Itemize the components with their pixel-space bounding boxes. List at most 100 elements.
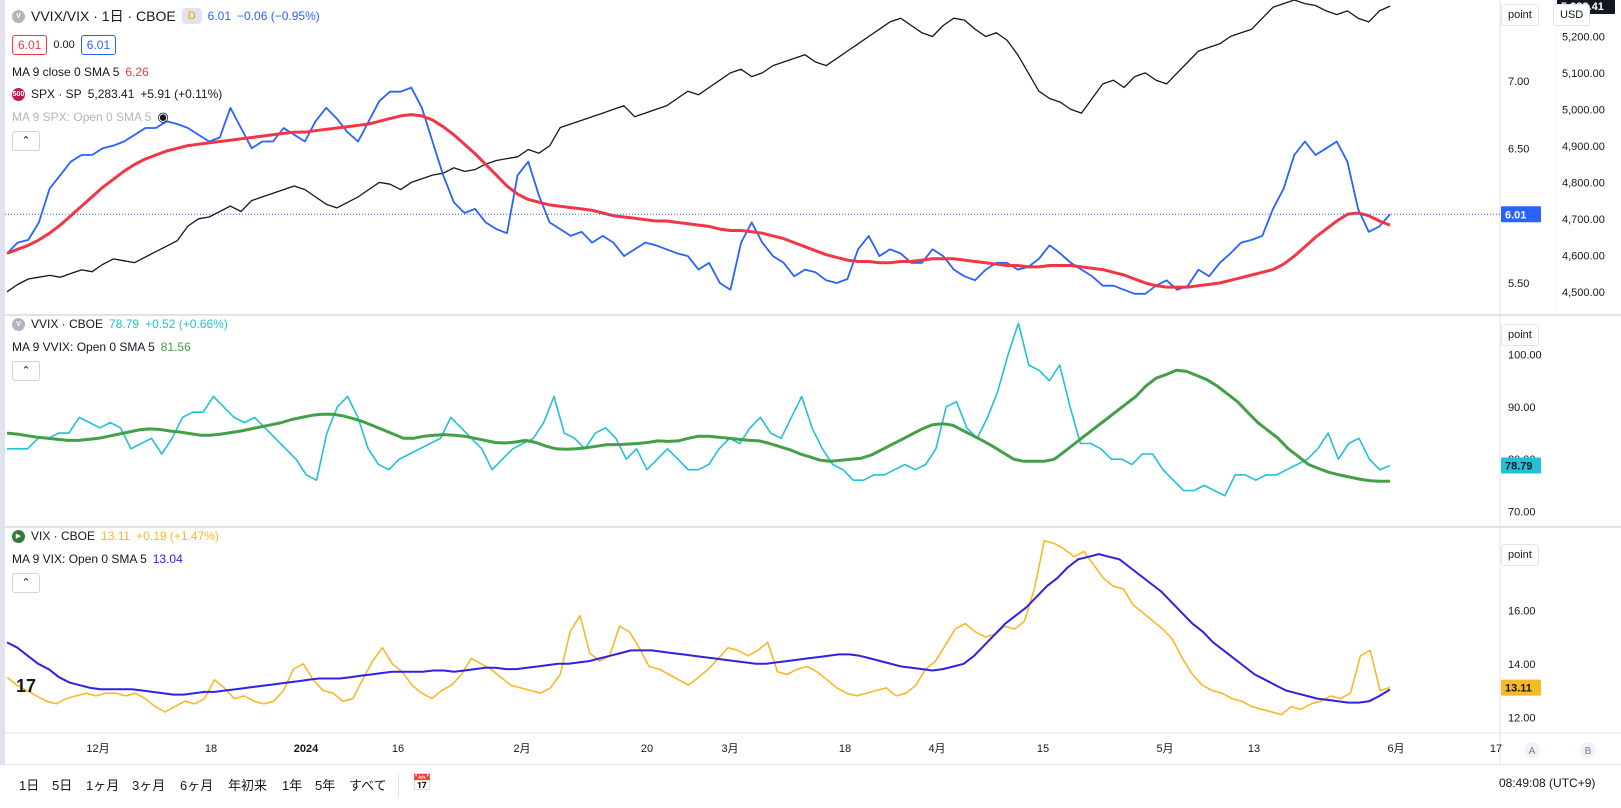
ask-box[interactable]: 6.01 bbox=[80, 35, 117, 55]
period-ytd[interactable]: 年初来 bbox=[228, 778, 268, 793]
period-1y[interactable]: 1年 bbox=[282, 778, 303, 793]
vix-line bbox=[6, 539, 1391, 716]
x-axis-label: 2024 bbox=[294, 743, 319, 755]
spx-tick-label: 4,700.00 bbox=[1562, 214, 1605, 226]
ma-label: MA 9 close 0 SMA 5 bbox=[12, 65, 120, 79]
vvix-logo-icon: V bbox=[12, 317, 25, 331]
ratio-ma-line bbox=[6, 113, 1391, 289]
vix-ma-line bbox=[6, 553, 1391, 704]
pane2-ma-legend[interactable]: MA 9 VVIX: Open 0 SMA 5 81.56 bbox=[12, 339, 191, 355]
spx-change: +5.91 (+0.11%) bbox=[140, 87, 223, 101]
vix-ma-label: MA 9 VIX: Open 0 SMA 5 bbox=[12, 552, 147, 566]
vvix-price-tag: 78.79 bbox=[1501, 457, 1541, 474]
hidden-eye-icon[interactable]: ◉ bbox=[157, 109, 169, 124]
pane3-tick-label: 16.00 bbox=[1508, 605, 1536, 617]
x-axis-label: 15 bbox=[1037, 743, 1049, 755]
vvix-ma-line bbox=[6, 368, 1390, 483]
x-axis-label: 2月 bbox=[513, 743, 530, 755]
vvix-ma-label: MA 9 VVIX: Open 0 SMA 5 bbox=[12, 340, 155, 354]
pane2-header: V VVIX · CBOE 78.79 +0.52 (+0.66%) bbox=[12, 316, 228, 332]
left-edge bbox=[0, 0, 5, 764]
pane1-scale-button[interactable]: point bbox=[1501, 4, 1539, 26]
axis-A-label: A bbox=[1529, 746, 1536, 757]
spx-tick-label: 4,600.00 bbox=[1562, 250, 1605, 262]
spx-logo-icon: 500 bbox=[12, 87, 25, 101]
spx-tick-label: 4,800.00 bbox=[1562, 177, 1605, 189]
spx-line bbox=[6, 0, 1391, 293]
pane1-quote: 6.01 0.00 6.01 bbox=[12, 35, 117, 55]
ratio-price-tag: 6.01 bbox=[1501, 206, 1541, 223]
x-axis-label: 12月 bbox=[86, 743, 109, 755]
pane3-scale-button[interactable]: point bbox=[1501, 544, 1539, 566]
x-axis-label: 5月 bbox=[1156, 743, 1173, 755]
spx-legend[interactable]: 500 SPX · SP 5,283.41 +5.91 (+0.11%) bbox=[12, 86, 222, 102]
pane2-scale-button[interactable]: point bbox=[1501, 324, 1539, 346]
spread-value: 0.00 bbox=[53, 39, 75, 51]
x-axis-label: 20 bbox=[641, 743, 653, 755]
pane2-tick-label: 100.00 bbox=[1508, 350, 1542, 362]
spx-tick-label: 5,100.00 bbox=[1562, 68, 1605, 80]
pane1-ma-legend[interactable]: MA 9 close 0 SMA 5 6.26 bbox=[12, 64, 149, 80]
collapse-pane3-legend-button[interactable]: ⌃ bbox=[12, 573, 40, 593]
pane2-symbol[interactable]: VVIX · CBOE bbox=[31, 317, 104, 331]
vvix-line bbox=[7, 322, 1391, 497]
pane3-tick-label: 14.00 bbox=[1508, 659, 1536, 671]
collapse-pane2-legend-button[interactable]: ⌃ bbox=[12, 361, 40, 381]
period-3m[interactable]: 3ヶ月 bbox=[132, 778, 166, 793]
currency-button[interactable]: USD bbox=[1553, 4, 1591, 26]
period-6m[interactable]: 6ヶ月 bbox=[180, 778, 214, 793]
calendar-range-icon[interactable]: 📅 bbox=[412, 775, 432, 792]
x-axis-label: 17 bbox=[1490, 743, 1502, 755]
bid-box[interactable]: 6.01 bbox=[12, 35, 48, 55]
spx-tick-label: 5,200.00 bbox=[1562, 31, 1605, 43]
spx-tick-label: 4,900.00 bbox=[1562, 141, 1605, 153]
spx-ma-legend[interactable]: MA 9 SPX: Open 0 SMA 5 ◉ bbox=[12, 109, 169, 125]
vix-ma-value: 13.04 bbox=[152, 552, 183, 566]
spx-tick-label: 5,000.00 bbox=[1562, 104, 1605, 116]
vix-price-tag: 13.11 bbox=[1501, 679, 1541, 696]
clock-time[interactable]: 08:49:08 (UTC+9) bbox=[1499, 776, 1596, 790]
market-status-badge[interactable]: D bbox=[181, 8, 202, 24]
bottom-toolbar: 1日 5日 1ヶ月 3ヶ月 6ヶ月 年初来 1年 5年 すべて 📅 08:49:… bbox=[0, 764, 1621, 808]
svg-text:13.11: 13.11 bbox=[1505, 683, 1532, 695]
pane1-change: −0.06 (−0.95%) bbox=[237, 9, 320, 23]
axis-B-label: B bbox=[1585, 746, 1592, 757]
collapse-legend-button[interactable]: ⌃ bbox=[12, 131, 40, 151]
pane1-tick-label: 5.50 bbox=[1508, 278, 1529, 290]
spx-value: 5,283.41 bbox=[87, 87, 135, 101]
x-axis-label: 18 bbox=[205, 743, 217, 755]
pane2-last: 78.79 bbox=[109, 317, 140, 331]
tradingview-logo[interactable]: 17 bbox=[16, 676, 37, 696]
spx-ma-label: MA 9 SPX: Open 0 SMA 5 bbox=[12, 110, 152, 124]
pane3-ma-legend[interactable]: MA 9 VIX: Open 0 SMA 5 13.04 bbox=[12, 551, 183, 567]
ma-value: 6.26 bbox=[125, 65, 149, 79]
x-axis-label: 4月 bbox=[928, 743, 945, 755]
spx-label: SPX · SP bbox=[31, 87, 82, 101]
pane1-header: V VVIX/VIX · 1日 · CBOE D 6.01 −0.06 (−0.… bbox=[12, 8, 320, 24]
pane2-tick-label: 70.00 bbox=[1508, 507, 1536, 519]
axis-B-button bbox=[1580, 742, 1596, 758]
symbol-logo-icon: V bbox=[12, 9, 25, 23]
period-5y[interactable]: 5年 bbox=[315, 778, 336, 793]
x-axis-label: 16 bbox=[392, 743, 404, 755]
period-1m[interactable]: 1ヶ月 bbox=[86, 778, 120, 793]
pane3-last: 13.11 bbox=[101, 529, 131, 543]
spx-tick-label: 4,500.00 bbox=[1562, 287, 1605, 299]
vvix-ma-value: 81.56 bbox=[160, 340, 191, 354]
period-1d[interactable]: 1日 bbox=[19, 778, 40, 793]
pane1-symbol[interactable]: VVIX/VIX · 1日 · CBOE bbox=[31, 8, 176, 24]
svg-text:78.79: 78.79 bbox=[1505, 461, 1533, 473]
pane1-last: 6.01 bbox=[207, 9, 232, 23]
x-axis-label: 13 bbox=[1248, 743, 1260, 755]
period-5d[interactable]: 5日 bbox=[52, 778, 73, 793]
x-axis-label: 3月 bbox=[721, 743, 738, 755]
pane1-tick-label: 6.50 bbox=[1508, 143, 1529, 155]
pane3-tick-label: 12.00 bbox=[1508, 712, 1536, 724]
pane3-change: +0.19 (+1.47%) bbox=[136, 529, 219, 543]
axis-A-button bbox=[1524, 742, 1540, 758]
ratio-line bbox=[6, 86, 1391, 295]
period-all[interactable]: すべて bbox=[349, 778, 387, 793]
pane3-symbol[interactable]: VIX · CBOE bbox=[31, 529, 96, 543]
svg-text:6.01: 6.01 bbox=[1505, 209, 1526, 221]
